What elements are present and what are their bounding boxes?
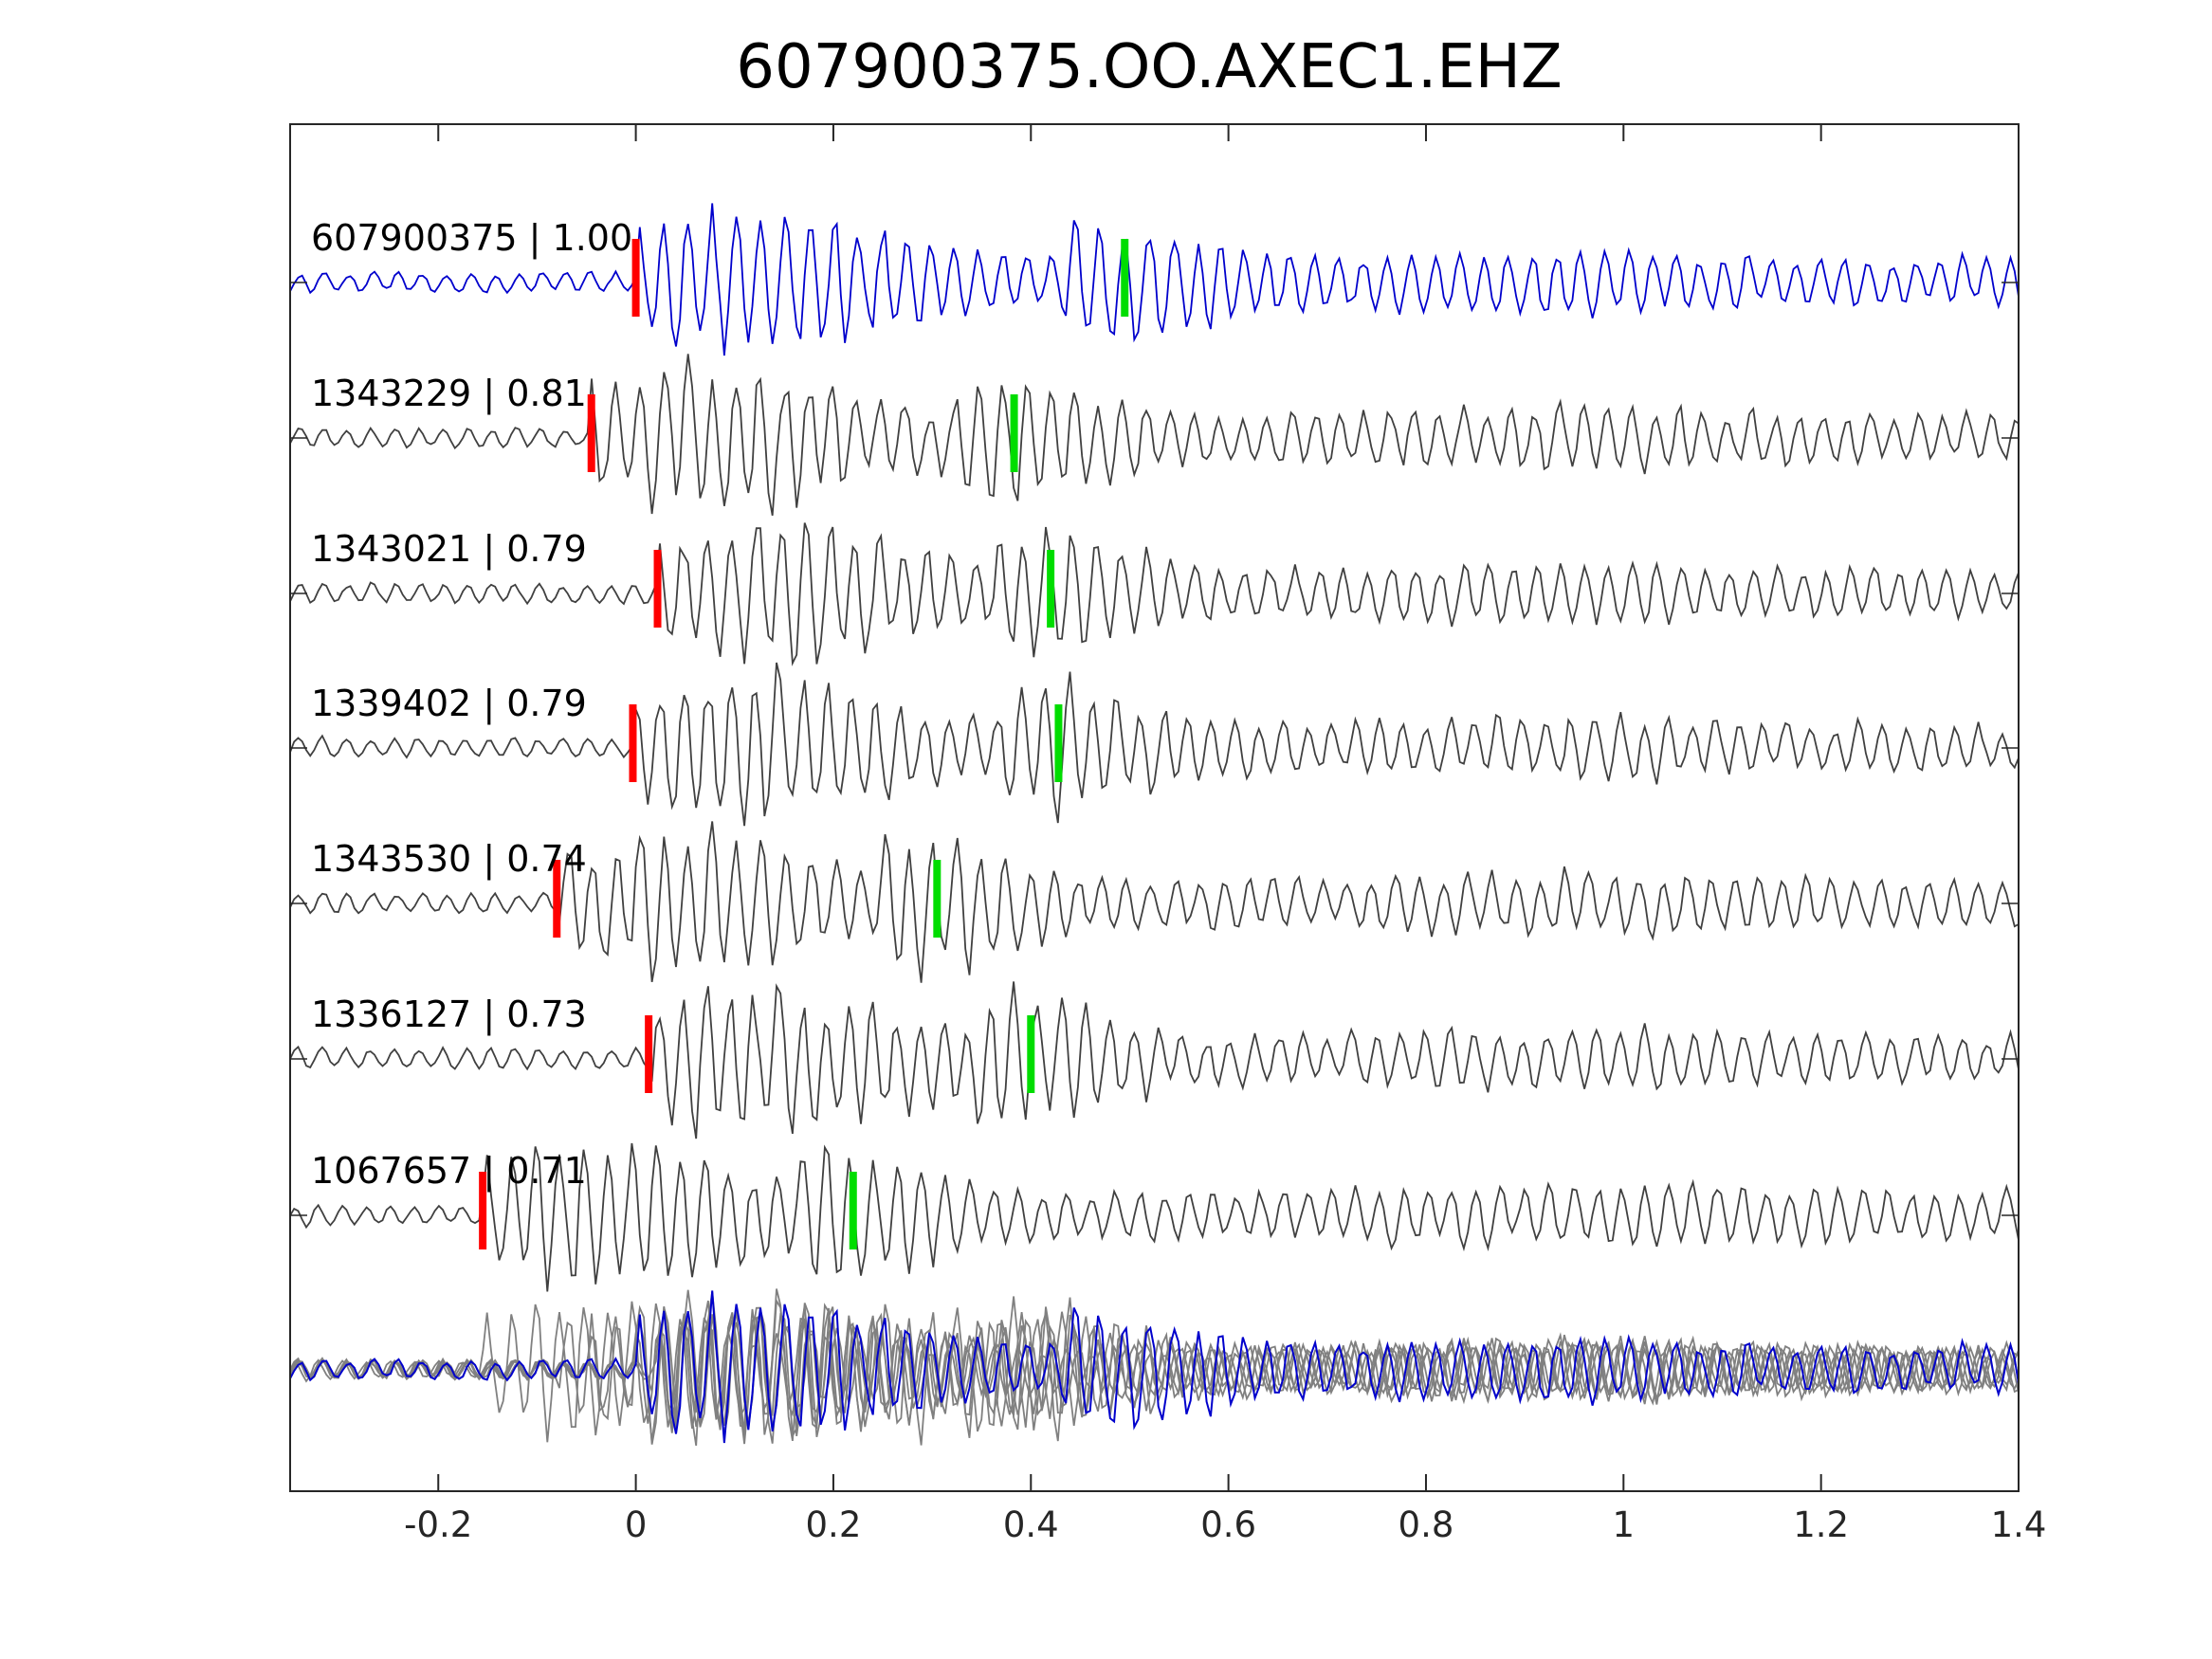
trace-label: 1343530 | 0.74 [311, 838, 587, 881]
trace-label: 1339402 | 0.79 [311, 683, 587, 725]
trace-label: 1343229 | 0.81 [311, 373, 587, 415]
x-tick-label: 0 [625, 1504, 648, 1545]
phase-picks [479, 239, 1129, 1249]
trace-label: 1343021 | 0.79 [311, 528, 587, 571]
chart-title: 607900375.OO.AXEC1.EHZ [736, 32, 1563, 102]
trace-waveform-1343530 [289, 821, 2020, 983]
axes-frame [289, 123, 2020, 1492]
overlay-reference-trace [289, 1290, 2020, 1444]
overlay-stack [289, 1288, 2020, 1447]
trace-label: 607900375 | 1.00 [311, 217, 632, 260]
x-tick-label: -0.2 [404, 1504, 472, 1545]
trace-waveform-607900375 [289, 203, 2020, 356]
x-tick-label: 0.4 [1003, 1504, 1059, 1545]
trace-waveform-1343229 [289, 354, 2020, 516]
trace-waveform-1336127 [289, 981, 2020, 1139]
trace-labels: 607900375 | 1.00 1343229 | 0.81 1343021 | … [311, 217, 632, 1193]
x-tick-label: 1.2 [1793, 1504, 1849, 1545]
trace-waveform-1067657 [289, 1142, 2020, 1292]
x-tick-label: 0.8 [1398, 1504, 1454, 1545]
x-tick-label: 0.2 [806, 1504, 862, 1545]
x-tick-label: 1.4 [1991, 1504, 2047, 1545]
trace-label: 1067657 | 0.71 [311, 1150, 587, 1193]
x-axis-ticks: -0.2 0 0.2 0.4 0.6 0.8 1 1.2 1.4 [404, 124, 2046, 1545]
overlay-trace [289, 1301, 2020, 1443]
trace-waveform-1339402 [289, 662, 2020, 827]
x-tick-label: 0.6 [1200, 1504, 1256, 1545]
waveform-traces [289, 203, 2020, 1292]
trace-label: 1336127 | 0.73 [311, 994, 587, 1036]
x-tick-label: 1 [1613, 1504, 1636, 1545]
trace-waveform-1343021 [289, 522, 2020, 666]
